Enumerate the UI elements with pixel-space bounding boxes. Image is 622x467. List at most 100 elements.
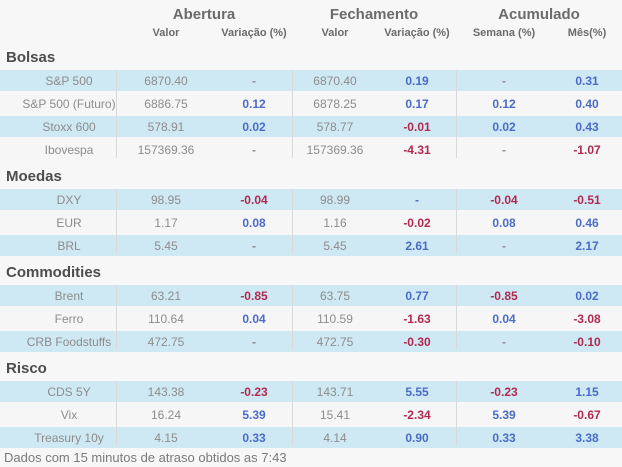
table-row: CRB Foodstuffs 472.75 - 472.75 -0.30 - -0.10 xyxy=(0,331,622,352)
row-label: EUR xyxy=(56,215,82,230)
sub-header-semana: Semana (%) xyxy=(472,27,536,39)
cell-value: 15.41 xyxy=(319,407,351,422)
cell-value: - xyxy=(502,73,506,88)
cell-value: 0.46 xyxy=(575,215,599,230)
column-divider xyxy=(292,70,293,158)
cell-value: 98.95 xyxy=(150,192,182,207)
cell-value: -0.67 xyxy=(573,407,601,422)
cell-value: 63.75 xyxy=(319,288,351,303)
column-divider xyxy=(456,381,457,446)
cell-value: -0.85 xyxy=(490,288,518,303)
cell-value: 6878.25 xyxy=(313,96,357,111)
cell-value: - xyxy=(415,192,419,207)
cell-value: 5.39 xyxy=(492,407,516,422)
column-divider xyxy=(456,70,457,158)
cell-value: - xyxy=(502,238,506,253)
cell-value: 0.90 xyxy=(405,430,429,445)
cell-value: 0.02 xyxy=(492,119,516,134)
cell-value: - xyxy=(502,142,506,157)
cell-value: -0.30 xyxy=(403,334,431,349)
table-row: Stoxx 600 578.91 0.02 578.77 -0.01 0.02 0.43 xyxy=(0,116,622,137)
column-divider xyxy=(456,189,457,254)
cell-value: 1.15 xyxy=(575,384,599,399)
column-divider xyxy=(456,285,457,350)
cell-value: 0.40 xyxy=(575,96,599,111)
cell-value: -0.23 xyxy=(490,384,518,399)
section-rows-moedas: DXY 98.95 -0.04 98.99 - -0.04 -0.51 EUR 1.17 0.08… xyxy=(0,189,622,256)
sub-header-abertura-variacao: Variação (%) xyxy=(221,27,287,39)
section-rows-risco: CDS 5Y 143.38 -0.23 143.71 5.55 -0.23 1.15 Vix 1… xyxy=(0,381,622,448)
section-title-commodities: Commodities xyxy=(6,264,102,281)
cell-value: - xyxy=(252,238,256,253)
cell-value: -0.01 xyxy=(403,119,431,134)
column-divider xyxy=(116,381,117,446)
cell-value: 472.75 xyxy=(316,334,354,349)
cell-value: 0.77 xyxy=(405,288,429,303)
column-divider xyxy=(116,189,117,254)
cell-value: 1.16 xyxy=(323,215,347,230)
cell-value: 4.15 xyxy=(154,430,178,445)
cell-value: 98.99 xyxy=(319,192,351,207)
cell-value: -0.02 xyxy=(403,215,431,230)
table-row: Brent 63.21 -0.85 63.75 0.77 -0.85 0.02 xyxy=(0,285,622,306)
row-label: Brent xyxy=(54,288,84,303)
cell-value: -3.08 xyxy=(573,311,601,326)
column-group-header-row: Abertura Fechamento Acumulado xyxy=(0,0,622,23)
cell-value: 0.33 xyxy=(492,430,516,445)
table-row: BRL 5.45 - 5.45 2.61 - 2.17 xyxy=(0,235,622,256)
cell-value: -2.34 xyxy=(403,407,431,422)
cell-value: 0.43 xyxy=(575,119,599,134)
table-row: Vix 16.24 5.39 15.41 -2.34 5.39 -0.67 xyxy=(0,404,622,425)
cell-value: 110.64 xyxy=(148,311,184,326)
cell-value: 143.38 xyxy=(147,384,185,399)
sub-header-row: Valor Variação (%) Valor Variação (%) Se… xyxy=(0,26,622,42)
table-row: S&P 500 6870.40 - 6870.40 0.19 - 0.31 xyxy=(0,70,622,91)
cell-value: 578.91 xyxy=(147,119,185,134)
section-rows-commodities: Brent 63.21 -0.85 63.75 0.77 -0.85 0.02 Ferro 11… xyxy=(0,285,622,352)
column-divider xyxy=(116,70,117,158)
cell-value: -1.63 xyxy=(403,311,431,326)
sub-header-fechamento-variacao: Variação (%) xyxy=(384,27,450,39)
cell-value: 157369.36 xyxy=(306,142,364,157)
cell-value: 16.24 xyxy=(150,407,182,422)
cell-value: 2.17 xyxy=(575,238,599,253)
cell-value: 157369.36 xyxy=(137,142,195,157)
row-label: Treasury 10y xyxy=(34,430,104,445)
cell-value: 6870.40 xyxy=(144,73,188,88)
sub-header-fechamento-valor: Valor xyxy=(321,27,349,39)
cell-value: 0.31 xyxy=(575,73,599,88)
row-label: Stoxx 600 xyxy=(42,119,96,134)
cell-value: 0.12 xyxy=(242,96,266,111)
cell-value: 0.02 xyxy=(242,119,266,134)
column-divider xyxy=(292,189,293,254)
cell-value: - xyxy=(252,334,256,349)
cell-value: -0.04 xyxy=(240,192,268,207)
group-header-abertura: Abertura xyxy=(172,6,236,23)
cell-value: 0.17 xyxy=(405,96,429,111)
table-row: Ibovespa 157369.36 - 157369.36 -4.31 - -1.07 xyxy=(0,139,622,160)
cell-value: 0.19 xyxy=(405,73,429,88)
sub-header-abertura-valor: Valor xyxy=(152,27,180,39)
cell-value: 6886.75 xyxy=(144,96,188,111)
header-spacer xyxy=(0,6,116,23)
section-rows-bolsas: S&P 500 6870.40 - 6870.40 0.19 - 0.31 S&P 500 (… xyxy=(0,70,622,160)
cell-value: 3.38 xyxy=(575,430,599,445)
group-header-fechamento: Fechamento xyxy=(329,6,419,23)
cell-value: -0.85 xyxy=(240,288,268,303)
row-label: S&P 500 xyxy=(45,73,93,88)
row-label: CRB Foodstuffs xyxy=(26,334,112,349)
cell-value: 0.12 xyxy=(492,96,516,111)
row-label: Ibovespa xyxy=(44,142,94,157)
delay-notice: Dados com 15 minutos de atraso obtidos a… xyxy=(4,450,287,465)
section-title-moedas: Moedas xyxy=(6,168,62,185)
sub-header-mes: Mês(%) xyxy=(567,27,607,39)
cell-value: 472.75 xyxy=(147,334,185,349)
cell-value: 5.45 xyxy=(323,238,347,253)
cell-value: 6870.40 xyxy=(313,73,357,88)
column-divider xyxy=(292,381,293,446)
sub-header-empty xyxy=(0,26,116,42)
cell-value: 578.77 xyxy=(316,119,354,134)
column-divider xyxy=(292,285,293,350)
cell-value: - xyxy=(502,334,506,349)
cell-value: - xyxy=(252,142,256,157)
